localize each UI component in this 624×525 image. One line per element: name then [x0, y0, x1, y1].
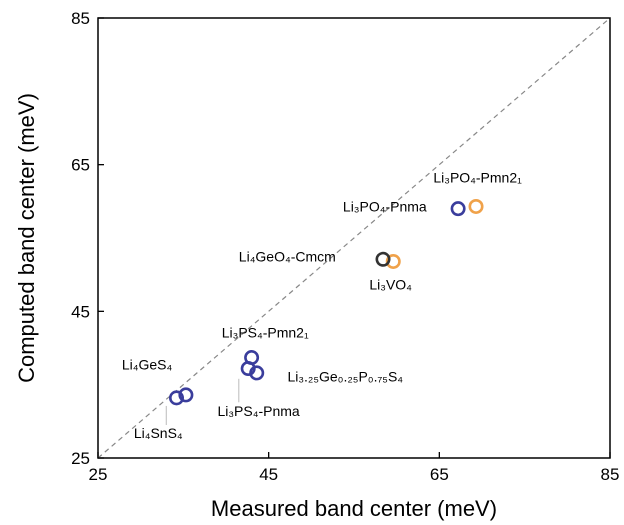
x-tick-label: 65 — [430, 465, 449, 484]
point-annotation: Li₃.₂₅Ge₀.₂₅P₀.₇₅S₄ — [287, 369, 403, 385]
point-annotation: Li₄SnS₄ — [134, 425, 183, 441]
data-point — [450, 201, 466, 217]
data-point — [468, 198, 484, 214]
y-axis-label: Computed band center (meV) — [14, 93, 39, 383]
parity-line — [97, 17, 611, 459]
point-annotation: Li₃PS₄-Pmn2₁ — [222, 325, 309, 341]
point-annotation: Li₃PO₄-Pmn2₁ — [433, 169, 522, 185]
y-tick-label: 85 — [71, 9, 90, 28]
data-point — [178, 387, 194, 403]
point-annotation: Li₄GeO₄-Cmcm — [239, 248, 336, 264]
data-point — [249, 365, 265, 381]
point-annotation: Li₄GeS₄ — [122, 356, 173, 372]
x-tick-label: 45 — [259, 465, 278, 484]
point-annotation: Li₃VO₄ — [369, 276, 412, 292]
data-point — [385, 253, 401, 269]
x-axis-label: Measured band center (meV) — [211, 496, 497, 521]
y-tick-label: 45 — [71, 302, 90, 321]
x-tick-label: 85 — [601, 465, 620, 484]
y-tick-label: 65 — [71, 156, 90, 175]
point-annotation: Li₃PS₄-Pnma — [217, 403, 299, 419]
data-point — [375, 251, 391, 267]
point-annotation: Li₃PO₄-Pnma — [343, 199, 427, 215]
plot-area-frame — [97, 17, 611, 459]
data-point — [169, 390, 185, 406]
x-tick-label: 25 — [89, 465, 108, 484]
y-tick-label: 25 — [71, 449, 90, 468]
